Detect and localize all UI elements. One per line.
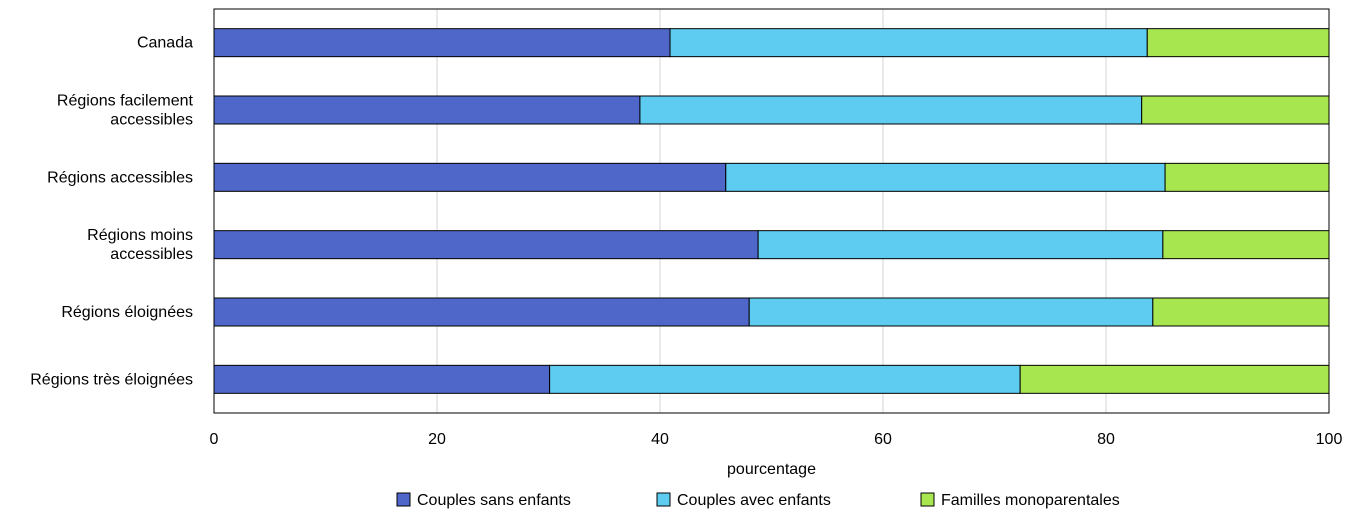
x-tick-label: 40 [651, 431, 669, 448]
x-tick-label: 100 [1316, 431, 1343, 448]
legend-swatch [920, 492, 935, 507]
bar-segment [1141, 95, 1330, 125]
legend-item: Couples avec enfants [656, 492, 831, 509]
legend: Couples sans enfants Couples avec enfants… [396, 492, 1120, 509]
bar-segment [213, 95, 641, 125]
category-label: Canada [137, 35, 193, 52]
bar-segment [1152, 297, 1330, 327]
legend-item: Couples sans enfants [396, 492, 571, 509]
legend-swatch [656, 492, 671, 507]
bar-segment [639, 95, 1143, 125]
category-label: Régions moins [87, 227, 193, 244]
bar-segment [213, 28, 671, 58]
category-label: accessibles [110, 112, 193, 129]
category-label: Régions facilement [57, 93, 194, 110]
bar-segment [213, 364, 551, 394]
category-label: Régions accessibles [47, 169, 193, 186]
plot-frame [213, 8, 1330, 414]
legend-item: Familles monoparentales [920, 492, 1120, 509]
category-label: Régions très éloignées [30, 371, 193, 388]
bar-segment [725, 162, 1166, 192]
bar-segment [748, 297, 1154, 327]
bar-segment [1019, 364, 1330, 394]
legend-label: Couples avec enfants [677, 492, 831, 509]
bar-segment [757, 230, 1164, 260]
legend-label: Familles monoparentales [941, 492, 1120, 509]
x-tick-label: 20 [428, 431, 446, 448]
x-axis-title: pourcentage [727, 461, 816, 478]
bar-segment [1162, 230, 1330, 260]
bar-segment [213, 297, 750, 327]
bars [213, 28, 1330, 394]
x-tick-labels: 0 20 40 60 80 100 [210, 431, 1343, 448]
x-tick-label: 0 [210, 431, 219, 448]
bar-segment [549, 364, 1021, 394]
category-label: Régions éloignées [61, 304, 193, 321]
x-tick-label: 80 [1097, 431, 1115, 448]
legend-swatch [396, 492, 411, 507]
category-labels: Canada Régions facilement accessibles Régio… [30, 35, 193, 389]
bar-segment [213, 162, 727, 192]
legend-label: Couples sans enfants [417, 492, 571, 509]
bar-segment [1146, 28, 1330, 58]
bar-segment [1164, 162, 1330, 192]
grid-lines [436, 9, 1107, 413]
category-label: accessibles [110, 246, 193, 263]
x-tick-label: 60 [874, 431, 892, 448]
bar-segment [213, 230, 759, 260]
bar-segment [669, 28, 1148, 58]
